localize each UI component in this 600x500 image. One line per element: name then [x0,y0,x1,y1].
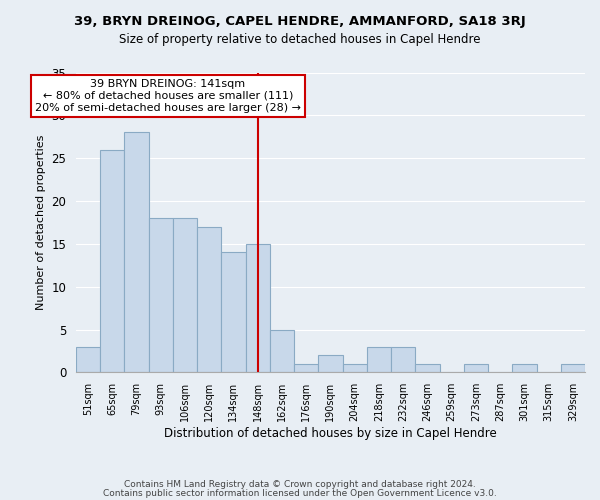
Bar [512,364,536,372]
Bar [221,252,245,372]
Bar [391,346,415,372]
Bar [245,244,270,372]
Text: Contains public sector information licensed under the Open Government Licence v3: Contains public sector information licen… [103,489,497,498]
Bar [197,226,221,372]
Bar [76,346,100,372]
Bar [319,355,343,372]
Bar [343,364,367,372]
Bar [415,364,440,372]
Text: Size of property relative to detached houses in Capel Hendre: Size of property relative to detached ho… [119,32,481,46]
Text: 39 BRYN DREINOG: 141sqm
← 80% of detached houses are smaller (111)
20% of semi-d: 39 BRYN DREINOG: 141sqm ← 80% of detache… [35,80,301,112]
Bar [561,364,585,372]
Bar [124,132,149,372]
Bar [149,218,173,372]
Bar [173,218,197,372]
Bar [270,330,294,372]
Bar [464,364,488,372]
Text: Contains HM Land Registry data © Crown copyright and database right 2024.: Contains HM Land Registry data © Crown c… [124,480,476,489]
Bar [100,150,124,372]
Text: 39, BRYN DREINOG, CAPEL HENDRE, AMMANFORD, SA18 3RJ: 39, BRYN DREINOG, CAPEL HENDRE, AMMANFOR… [74,15,526,28]
Y-axis label: Number of detached properties: Number of detached properties [36,134,46,310]
X-axis label: Distribution of detached houses by size in Capel Hendre: Distribution of detached houses by size … [164,427,497,440]
Bar [367,346,391,372]
Bar [294,364,319,372]
